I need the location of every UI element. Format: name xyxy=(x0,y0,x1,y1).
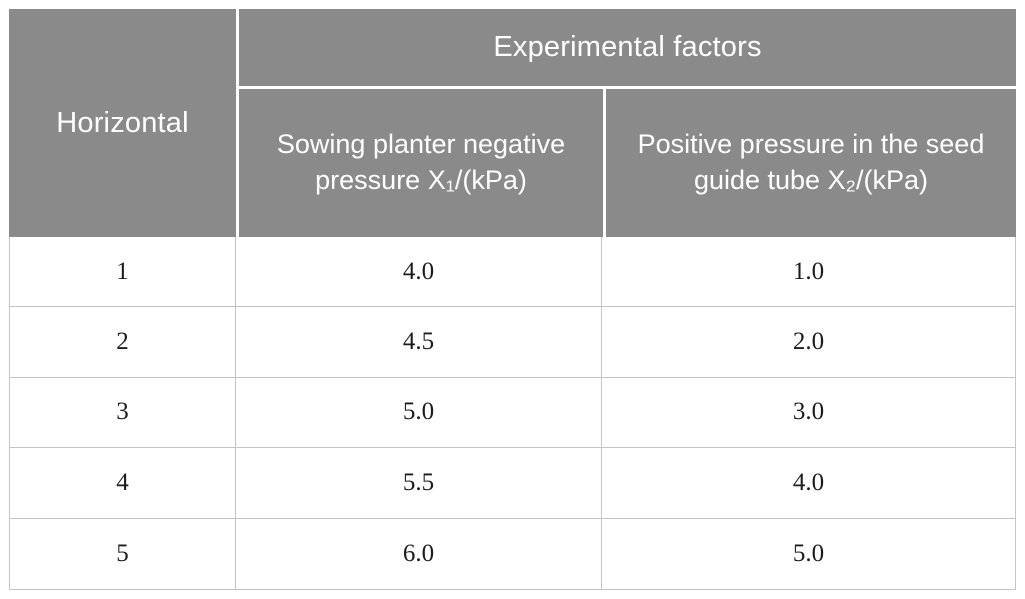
cell-x1: 4.0 xyxy=(236,237,602,307)
cell-x1: 6.0 xyxy=(236,518,602,589)
cell-level: 5 xyxy=(10,518,236,589)
cell-level: 3 xyxy=(10,377,236,448)
table-row: 2 4.5 2.0 xyxy=(10,307,1015,378)
header-right-section: Experimental factors Sowing planter nega… xyxy=(239,9,1016,237)
cell-x1: 5.5 xyxy=(236,448,602,518)
header-cell-negative-pressure: Sowing planter negative pressure X₁/(kPa… xyxy=(239,89,603,237)
cell-level: 4 xyxy=(10,448,236,518)
factor-header-row: Sowing planter negative pressure X₁/(kPa… xyxy=(239,89,1016,237)
table-header: Horizontal Experimental factors Sowing p… xyxy=(9,9,1016,237)
header-cell-group: Experimental factors xyxy=(239,9,1016,86)
table-row: 3 5.0 3.0 xyxy=(10,377,1015,449)
header-cell-positive-pressure: Positive pressure in the seed guide tube… xyxy=(606,89,1016,237)
cell-x2: 3.0 xyxy=(792,398,825,426)
cell-x2: 5.0 xyxy=(792,539,825,567)
table-row: 1 4.0 1.0 xyxy=(10,237,1015,308)
experiment-factors-table: Horizontal Experimental factors Sowing p… xyxy=(9,9,1016,590)
cell-x2: 2.0 xyxy=(792,328,825,356)
cell-level: 2 xyxy=(10,307,236,377)
table-row: 4 5.5 4.0 xyxy=(10,448,1015,519)
cell-x1: 5.0 xyxy=(236,377,602,448)
cell-x2: 4.0 xyxy=(792,468,825,496)
cell-x2: 1.0 xyxy=(792,257,825,285)
table-row: 5 6.0 5.0 xyxy=(10,518,1015,589)
cell-x1: 4.5 xyxy=(236,307,602,377)
table-body: 1 4.0 1.0 2 4.5 2.0 3 5.0 3.0 4 5.5 4.0 … xyxy=(9,237,1016,590)
cell-level: 1 xyxy=(10,237,236,307)
header-cell-horizontal: Horizontal xyxy=(9,9,236,237)
